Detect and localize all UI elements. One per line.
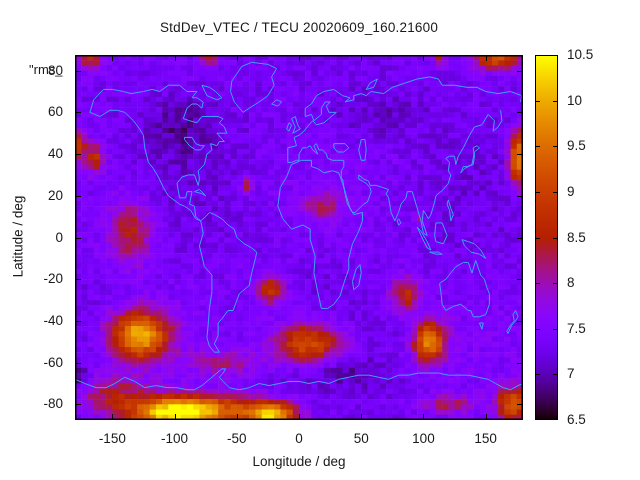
- colorbar-tick-label: 8: [567, 275, 575, 291]
- colorbar-tick-label: 7: [567, 366, 575, 382]
- x-tick-label: 0: [295, 431, 303, 446]
- heatmap-canvas: [75, 55, 523, 420]
- colorbar-tick-label: 7.5: [567, 320, 586, 336]
- chart-title: StdDev_VTEC / TECU 20020609_160.21600: [159, 20, 439, 35]
- y-tick-label: 20: [47, 187, 63, 203]
- colorbar-tick-label: 10.5: [567, 47, 594, 62]
- colorbar-tick-label: 8.5: [567, 229, 586, 245]
- x-tick-label: -150: [98, 431, 126, 446]
- y-tick-label: -60: [43, 354, 63, 370]
- x-tick-label: 100: [412, 431, 435, 446]
- colorbar-tick-label: 6.5: [567, 412, 586, 427]
- colorbar-tick-label: 9.5: [567, 138, 586, 154]
- y-tick-label: -40: [43, 312, 63, 328]
- y-tick-label: 40: [47, 146, 63, 162]
- y-tick-label: 0: [55, 229, 63, 245]
- x-tick-label: -100: [161, 431, 189, 446]
- rms-overlay-label: "rms_: [29, 62, 63, 77]
- x-tick-label: 150: [474, 431, 497, 446]
- colorbar-tick-label: 9: [567, 183, 575, 199]
- colorbar-tick-label: 10: [567, 92, 583, 108]
- y-tick-label: 60: [47, 104, 63, 120]
- x-tick-label: -50: [227, 431, 247, 446]
- colorbar-canvas: [535, 55, 558, 420]
- y-tick-label: -80: [43, 396, 63, 412]
- y-tick-label: -20: [43, 271, 63, 287]
- x-tick-label: 50: [353, 431, 369, 446]
- x-axis-label: Longitude / deg: [252, 454, 346, 469]
- y-tick-label: 80: [47, 62, 63, 78]
